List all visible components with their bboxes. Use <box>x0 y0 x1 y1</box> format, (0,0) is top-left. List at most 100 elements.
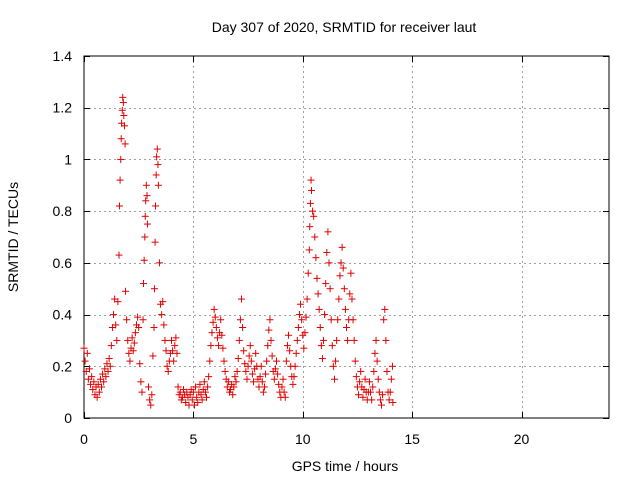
data-point <box>283 342 291 350</box>
data-point <box>325 259 333 267</box>
chart-title: Day 307 of 2020, SRMTID for receiver lau… <box>212 19 477 35</box>
data-point <box>356 378 364 386</box>
data-point <box>206 357 214 365</box>
data-point <box>322 280 330 288</box>
data-point <box>314 290 322 298</box>
data-point <box>361 375 369 383</box>
data-point <box>122 287 130 295</box>
data-points <box>80 93 397 409</box>
data-point <box>344 336 352 344</box>
data-point <box>243 375 251 383</box>
data-point <box>357 367 365 375</box>
data-point <box>379 391 387 399</box>
data-point <box>371 349 379 357</box>
data-point <box>150 285 158 293</box>
data-point <box>327 316 335 324</box>
data-point <box>136 360 144 368</box>
data-point <box>138 388 146 396</box>
data-point <box>355 391 363 399</box>
data-point <box>151 238 159 246</box>
data-point <box>257 362 265 370</box>
data-point <box>256 373 264 381</box>
data-point <box>173 349 181 357</box>
data-point <box>240 347 248 355</box>
data-point <box>135 324 143 331</box>
data-point <box>154 161 162 169</box>
data-point <box>110 311 118 319</box>
data-point <box>286 347 294 355</box>
data-point <box>383 367 391 375</box>
data-point <box>174 383 182 391</box>
data-point <box>306 199 314 207</box>
data-point <box>258 378 266 386</box>
data-point <box>143 220 151 228</box>
data-point <box>80 344 88 352</box>
data-point <box>266 316 274 324</box>
data-point <box>162 347 170 355</box>
data-point <box>246 342 254 350</box>
data-point <box>387 375 395 383</box>
data-point <box>120 122 128 130</box>
data-point <box>119 93 127 101</box>
data-point <box>88 373 96 381</box>
data-point <box>124 336 132 344</box>
data-point <box>289 380 297 388</box>
data-point <box>219 344 227 352</box>
data-point <box>123 316 131 324</box>
data-point <box>373 357 381 365</box>
data-point <box>119 99 127 107</box>
data-point <box>262 370 270 378</box>
data-point <box>315 305 323 313</box>
data-point <box>304 269 312 277</box>
y-tick-labels: 0 0.2 0.4 0.6 0.8 1 1.2 1.4 <box>53 48 73 426</box>
plot-frame <box>83 55 610 419</box>
y-tick-label: 0.2 <box>53 358 73 374</box>
data-point <box>317 342 325 350</box>
data-point <box>102 373 110 381</box>
data-point <box>265 326 273 334</box>
data-point <box>376 396 384 404</box>
x-tick-label: 15 <box>404 431 420 447</box>
data-point <box>131 329 139 337</box>
data-point <box>350 336 358 344</box>
data-point <box>297 300 305 308</box>
data-point <box>291 362 299 370</box>
data-point <box>85 365 93 373</box>
data-point <box>140 280 147 288</box>
data-point <box>121 140 129 148</box>
data-point <box>386 388 394 396</box>
data-point <box>244 362 252 370</box>
data-point <box>285 331 293 339</box>
data-point <box>359 393 367 401</box>
data-point <box>147 401 155 409</box>
data-point <box>83 349 91 357</box>
data-point <box>141 233 149 241</box>
data-point <box>205 373 213 381</box>
data-point <box>143 192 151 200</box>
data-point <box>141 212 149 220</box>
data-point <box>232 378 240 386</box>
data-point <box>105 355 113 363</box>
data-point <box>163 362 171 370</box>
data-point <box>307 176 315 184</box>
data-point <box>104 367 112 375</box>
data-point <box>369 383 377 391</box>
data-point <box>268 352 276 360</box>
data-point <box>349 316 357 324</box>
data-point <box>328 342 336 350</box>
data-point <box>305 246 313 254</box>
data-point <box>201 388 209 396</box>
data-point <box>231 373 239 381</box>
data-point <box>117 135 125 143</box>
y-tick-label: 0.4 <box>53 307 73 323</box>
data-point <box>339 264 347 272</box>
data-point <box>169 347 177 355</box>
x-tick-label: 0 <box>80 431 88 447</box>
data-point <box>200 378 208 386</box>
data-point <box>146 396 154 404</box>
data-point <box>234 355 242 363</box>
x-tick-label: 10 <box>295 431 311 447</box>
data-point <box>367 388 375 396</box>
data-point <box>378 401 385 409</box>
data-point <box>100 378 108 386</box>
